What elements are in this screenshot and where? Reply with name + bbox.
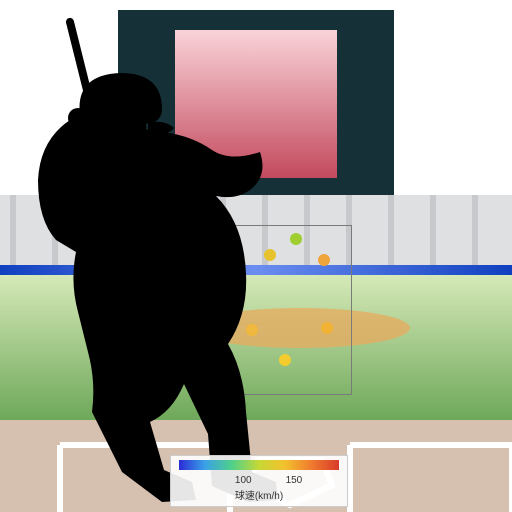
pitch-dot [290,233,302,245]
pitch-dot [264,249,276,261]
pitch-dot [318,254,330,266]
pitch-chart-stage: . 100 150 . 球速(km/h) [0,0,512,512]
legend-ticks: . 100 150 . [179,475,339,486]
scoreboard-screen [175,30,337,178]
pitch-dot [321,322,333,334]
speed-legend: . 100 150 . 球速(km/h) [170,455,348,507]
legend-tick-100: 100 [235,475,252,486]
pitch-dot [279,354,291,366]
legend-gradient-bar [179,460,339,470]
legend-title: 球速(km/h) [179,487,339,502]
legend-tick-150: 150 [286,475,303,486]
pitch-dot [246,324,258,336]
strike-zone [222,225,352,395]
